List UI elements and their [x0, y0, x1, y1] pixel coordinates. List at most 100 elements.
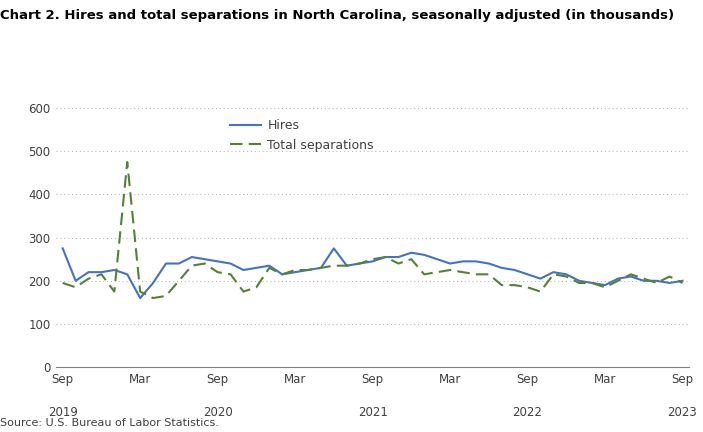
Total separations	[446, 267, 454, 273]
Line: Total separations: Total separations	[63, 162, 683, 298]
Hires	[588, 280, 596, 286]
Total separations	[162, 293, 170, 299]
Total separations	[394, 261, 403, 266]
Text: Chart 2. Hires and total separations in North Carolina, seasonally adjusted (in : Chart 2. Hires and total separations in …	[0, 9, 674, 22]
Total separations	[510, 283, 519, 288]
Hires	[407, 250, 415, 255]
Total separations	[278, 272, 286, 277]
Hires	[214, 259, 222, 264]
Hires	[72, 278, 80, 283]
Hires	[278, 272, 286, 277]
Hires	[498, 265, 506, 270]
Total separations	[678, 280, 687, 286]
Hires	[640, 278, 648, 283]
Total separations	[433, 270, 441, 275]
Total separations	[381, 254, 389, 260]
Text: 2022: 2022	[512, 406, 543, 419]
Hires	[342, 263, 351, 268]
Total separations	[575, 280, 583, 286]
Hires	[174, 261, 183, 266]
Hires	[291, 270, 299, 275]
Total separations	[174, 278, 183, 283]
Text: 2020: 2020	[202, 406, 233, 419]
Hires	[239, 267, 247, 273]
Hires	[562, 272, 571, 277]
Hires	[678, 278, 687, 283]
Total separations	[342, 263, 351, 268]
Hires	[575, 278, 583, 283]
Hires	[252, 265, 261, 270]
Total separations	[123, 159, 131, 165]
Total separations	[291, 267, 299, 273]
Text: Source: U.S. Bureau of Labor Statistics.: Source: U.S. Bureau of Labor Statistics.	[0, 418, 219, 428]
Total separations	[330, 263, 338, 268]
Total separations	[265, 265, 273, 270]
Hires	[536, 276, 545, 281]
Hires	[446, 261, 454, 266]
Hires	[123, 272, 131, 277]
Total separations	[523, 285, 531, 290]
Total separations	[84, 276, 93, 281]
Hires	[368, 259, 377, 264]
Hires	[200, 257, 209, 262]
Total separations	[226, 272, 235, 277]
Total separations	[239, 289, 247, 294]
Total separations	[304, 267, 312, 273]
Hires	[510, 267, 519, 273]
Total separations	[149, 295, 157, 301]
Hires	[394, 254, 403, 260]
Total separations	[601, 285, 610, 290]
Total separations	[484, 272, 493, 277]
Total separations	[640, 276, 648, 281]
Total separations	[665, 274, 673, 279]
Hires	[162, 261, 170, 266]
Total separations	[536, 289, 545, 294]
Total separations	[420, 272, 428, 277]
Total separations	[200, 261, 209, 266]
Total separations	[214, 270, 222, 275]
Hires	[84, 270, 93, 275]
Legend: Hires, Total separations: Hires, Total separations	[225, 114, 379, 156]
Hires	[188, 254, 196, 260]
Total separations	[110, 289, 119, 294]
Total separations	[652, 280, 661, 286]
Hires	[484, 261, 493, 266]
Hires	[472, 259, 480, 264]
Hires	[523, 272, 531, 277]
Text: 2023: 2023	[668, 406, 697, 419]
Hires	[304, 267, 312, 273]
Total separations	[407, 257, 415, 262]
Total separations	[356, 261, 364, 266]
Total separations	[498, 283, 506, 288]
Hires	[356, 261, 364, 266]
Total separations	[58, 280, 67, 286]
Hires	[136, 295, 144, 301]
Hires	[226, 261, 235, 266]
Total separations	[317, 265, 325, 270]
Hires	[459, 259, 467, 264]
Total separations	[368, 257, 377, 262]
Total separations	[72, 285, 80, 290]
Total separations	[472, 272, 480, 277]
Hires	[110, 267, 119, 273]
Text: 2021: 2021	[358, 406, 387, 419]
Hires	[330, 246, 338, 251]
Hires	[665, 280, 673, 286]
Hires	[381, 254, 389, 260]
Total separations	[459, 270, 467, 275]
Hires	[149, 280, 157, 286]
Line: Hires: Hires	[63, 248, 683, 298]
Total separations	[188, 263, 196, 268]
Total separations	[549, 272, 557, 277]
Text: 2019: 2019	[48, 406, 77, 419]
Hires	[420, 252, 428, 257]
Total separations	[614, 278, 622, 283]
Hires	[97, 270, 105, 275]
Hires	[626, 274, 635, 279]
Hires	[601, 283, 610, 288]
Hires	[58, 246, 67, 251]
Hires	[614, 276, 622, 281]
Hires	[265, 263, 273, 268]
Total separations	[562, 274, 571, 279]
Hires	[549, 270, 557, 275]
